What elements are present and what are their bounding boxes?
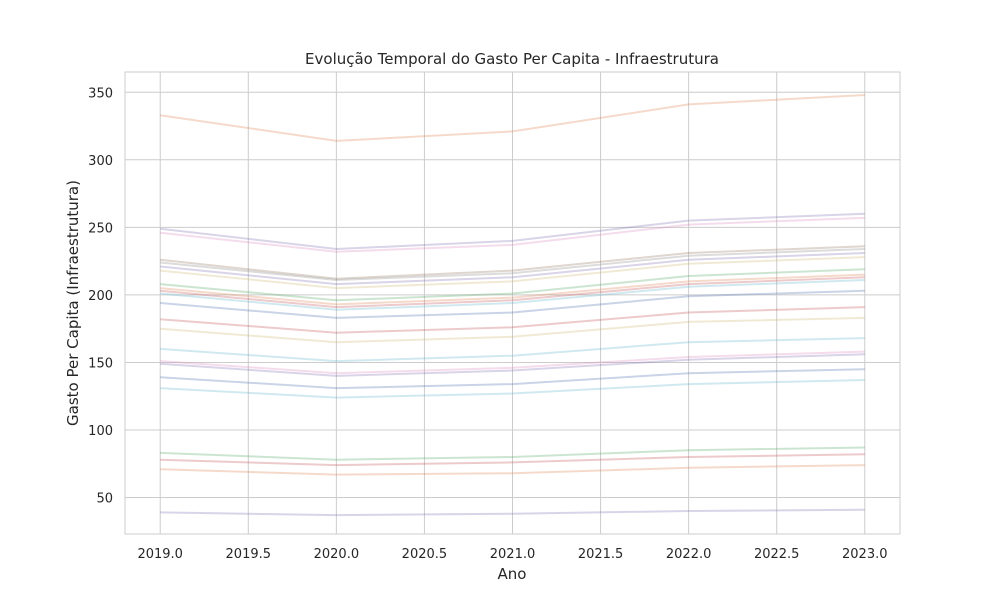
y-tick-label: 300 <box>88 154 113 169</box>
plot-frame <box>124 71 901 535</box>
x-tick-label: 2022.0 <box>666 547 712 562</box>
chart-title: Evolução Temporal do Gasto Per Capita - … <box>305 50 719 68</box>
x-tick-label: 2022.5 <box>754 547 800 562</box>
series-line-16 <box>160 350 865 375</box>
series-lines <box>160 94 865 517</box>
series-line-19 <box>160 379 865 399</box>
x-tick-label: 2021.0 <box>490 547 536 562</box>
y-tick-label: 200 <box>88 289 113 304</box>
series-line-13 <box>160 306 865 334</box>
y-axis-title: Gasto Per Capita (Infraestrutura) <box>64 180 82 426</box>
series-line-22 <box>160 464 865 476</box>
series-line-4 <box>160 245 865 280</box>
y-tick-label: 100 <box>88 424 113 439</box>
y-tick-labels: 50 100 150 200 250 300 350 <box>88 86 113 506</box>
y-tick-label: 150 <box>88 356 113 371</box>
x-axis-title: Ano <box>498 565 527 583</box>
series-line-21 <box>160 453 865 467</box>
series-line-7 <box>160 256 865 290</box>
series-line-9 <box>160 273 865 306</box>
series-line-10 <box>160 276 865 309</box>
x-tick-label: 2021.5 <box>578 547 624 562</box>
x-tick-label: 2019.5 <box>226 547 272 562</box>
series-line-5 <box>160 248 865 281</box>
series-line-15 <box>160 337 865 363</box>
x-tick-label: 2019.0 <box>137 547 183 562</box>
series-line-23 <box>160 508 865 517</box>
series-line-14 <box>160 316 865 344</box>
x-tick-label: 2023.0 <box>842 547 888 562</box>
grid <box>125 72 900 534</box>
series-line-6 <box>160 252 865 286</box>
series-line-17 <box>160 353 865 377</box>
series-line-18 <box>160 368 865 390</box>
y-tick-label: 250 <box>88 221 113 236</box>
x-tick-label: 2020.0 <box>314 547 360 562</box>
series-line-11 <box>160 279 865 311</box>
series-line-20 <box>160 446 865 461</box>
y-tick-label: 50 <box>96 492 113 507</box>
x-tick-labels: 2019.0 2019.5 2020.0 2020.5 2021.0 2021.5 2022… <box>137 547 887 562</box>
series-line-2 <box>160 212 865 250</box>
series-line-12 <box>160 289 865 319</box>
series-line-1 <box>160 94 865 142</box>
x-tick-label: 2020.5 <box>402 547 448 562</box>
series-line-8 <box>160 268 865 302</box>
series-line-3 <box>160 216 865 253</box>
y-tick-label: 350 <box>88 86 113 101</box>
